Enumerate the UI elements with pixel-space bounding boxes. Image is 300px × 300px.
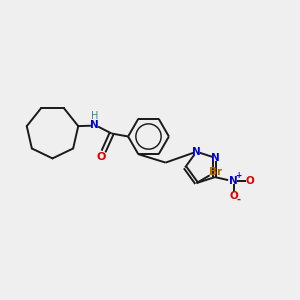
FancyBboxPatch shape — [212, 154, 218, 161]
Text: Br: Br — [208, 167, 222, 177]
FancyBboxPatch shape — [230, 177, 237, 184]
FancyBboxPatch shape — [193, 148, 200, 155]
Text: N: N — [90, 119, 99, 130]
Text: O: O — [229, 191, 238, 201]
Text: +: + — [235, 171, 242, 180]
Text: N: N — [211, 153, 219, 163]
Text: N: N — [192, 147, 201, 157]
Text: N: N — [229, 176, 238, 186]
Text: O: O — [97, 152, 106, 162]
Text: O: O — [246, 176, 254, 186]
Text: H: H — [91, 111, 98, 121]
Text: -: - — [237, 195, 241, 205]
